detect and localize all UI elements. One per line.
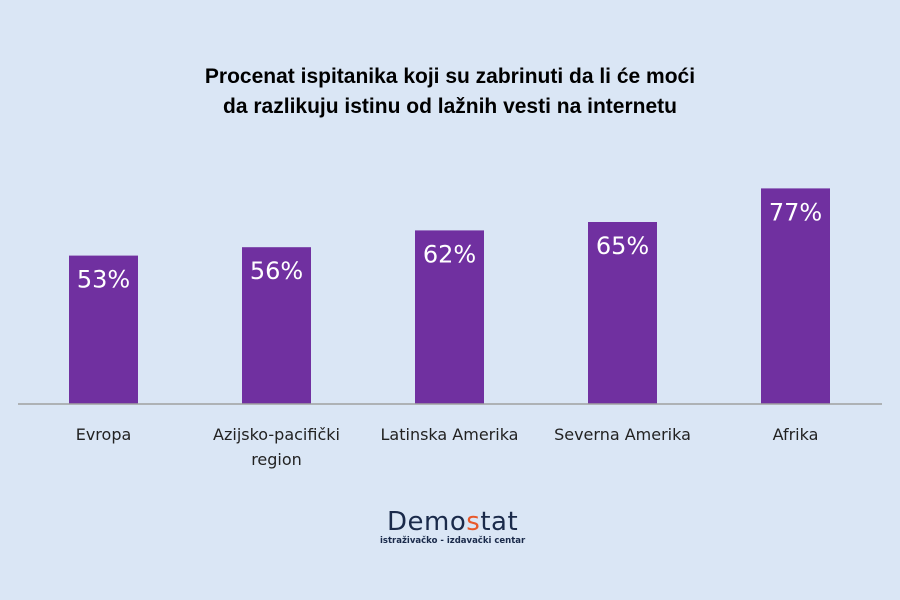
category-label: Afrika [773,425,819,444]
data-label: 77% [769,198,822,226]
bar [69,255,138,404]
demostat-logo: Demostat istraživačko - izdavački centar [380,507,526,546]
category-label: Severna Amerika [554,425,691,444]
bar [242,247,311,404]
category-label: Evropa [76,425,132,444]
bar [761,188,830,404]
data-label: 62% [423,240,476,268]
chart-title: Procenat ispitanika koji su zabrinuti da… [0,62,900,122]
data-label: 56% [250,257,303,285]
data-label: 65% [596,232,649,260]
category-label: region [251,450,302,469]
bar [588,222,657,404]
bar [415,230,484,404]
category-label: Azijsko-pacifički [213,425,340,444]
category-label: Latinska Amerika [381,425,519,444]
title-line-2: da razlikuju istinu od lažnih vesti na i… [223,95,677,118]
title-line-1: Procenat ispitanika koji su zabrinuti da… [204,65,696,88]
data-label: 53% [77,266,130,294]
